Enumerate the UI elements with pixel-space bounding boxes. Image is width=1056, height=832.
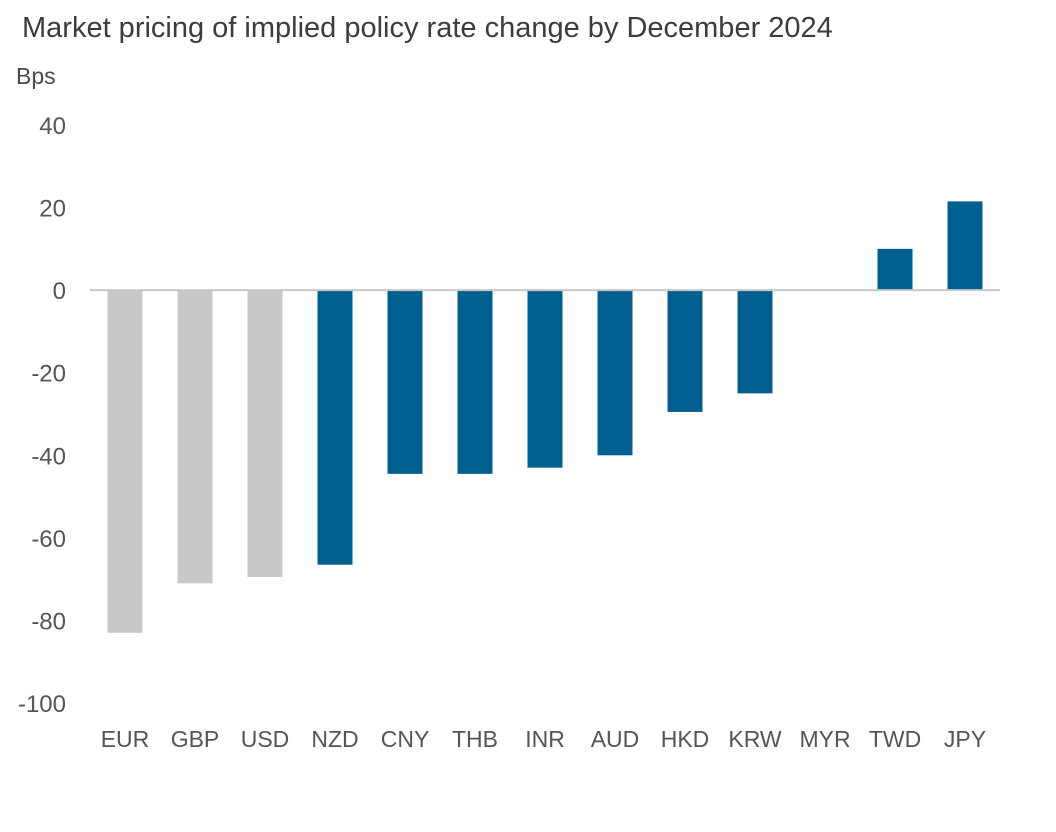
y-tick-label: 0 xyxy=(53,278,66,305)
x-tick-label-inr: INR xyxy=(525,726,565,752)
x-tick-label-krw: KRW xyxy=(728,726,782,752)
x-tick-label-gbp: GBP xyxy=(171,726,220,752)
bars-group xyxy=(107,201,983,633)
x-tick-label-myr: MYR xyxy=(799,726,850,752)
y-tick-label: 20 xyxy=(39,196,66,223)
x-axis: EUR GBP USD NZD CNY THB INR AUD HKD KRW MYR TWD JPY xyxy=(101,726,986,752)
y-axis: 40 20 0 -20 -40 -60 -80 -100 xyxy=(18,113,66,718)
x-tick-label-nzd: NZD xyxy=(311,726,358,752)
bar-aud xyxy=(597,290,633,456)
chart-title: Market pricing of implied policy rate ch… xyxy=(22,12,833,44)
x-tick-label-cny: CNY xyxy=(381,726,430,752)
x-tick-label-aud: AUD xyxy=(591,726,640,752)
bar-usd xyxy=(247,290,283,578)
bar-hkd xyxy=(667,290,703,412)
bar-gbp xyxy=(177,290,213,584)
bar-inr xyxy=(527,290,563,468)
y-tick-label: -80 xyxy=(31,608,66,635)
x-tick-label-jpy: JPY xyxy=(944,726,986,752)
bar-eur xyxy=(107,290,143,633)
y-tick-label: -60 xyxy=(31,526,66,553)
x-tick-label-hkd: HKD xyxy=(661,726,710,752)
x-tick-label-eur: EUR xyxy=(101,726,150,752)
bar-jpy xyxy=(947,201,983,291)
x-tick-label-twd: TWD xyxy=(869,726,921,752)
y-tick-label: -20 xyxy=(31,361,66,388)
y-tick-label: -40 xyxy=(31,443,66,470)
x-tick-label-usd: USD xyxy=(241,726,290,752)
bar-cny xyxy=(387,290,423,474)
bar-thb xyxy=(457,290,493,474)
bar-twd xyxy=(877,248,913,291)
bar-nzd xyxy=(317,290,353,565)
bar-krw xyxy=(737,290,773,394)
x-tick-label-thb: THB xyxy=(452,726,498,752)
y-axis-unit-label: Bps xyxy=(16,63,56,89)
y-tick-label: 40 xyxy=(39,113,66,140)
y-tick-label: -100 xyxy=(18,691,66,718)
